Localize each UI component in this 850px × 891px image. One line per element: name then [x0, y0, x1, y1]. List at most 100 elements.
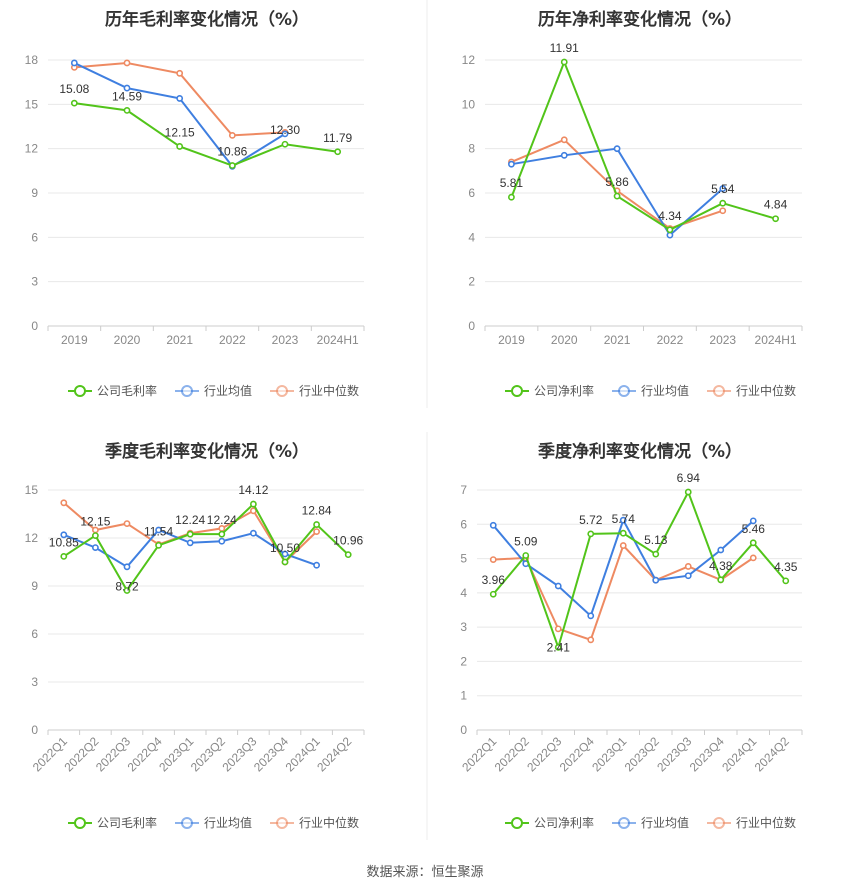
data-point	[508, 193, 515, 201]
data-point	[123, 106, 131, 114]
data-label: 5.54	[711, 182, 735, 196]
legend-label: 行业中位数	[299, 383, 359, 398]
data-label: 10.50	[270, 541, 300, 555]
data-point	[782, 577, 790, 585]
x-tick-label: 2022	[219, 333, 246, 347]
x-tick-label: 2022Q3	[524, 734, 564, 774]
x-tick-label: 2024H1	[317, 333, 359, 347]
data-point	[587, 530, 595, 538]
data-point	[123, 563, 131, 571]
data-label: 5.81	[500, 176, 524, 190]
data-source-note: 数据来源：恒生聚源	[366, 865, 483, 880]
legend-item-company[interactable]: 公司净利率	[505, 383, 594, 398]
data-label: 4.34	[658, 209, 682, 223]
legend-label: 行业均值	[641, 815, 689, 830]
data-label: 10.85	[49, 535, 79, 549]
annual-gross-margin-chart: 历年毛利率变化情况（%） 0 3 6 9 12 15 18 2019 2020 2021 2022 20…	[25, 9, 365, 398]
data-point	[176, 95, 184, 102]
legend-item-industry-median[interactable]: 行业中位数	[270, 383, 359, 398]
y-tick-label: 7	[460, 483, 467, 497]
data-point	[228, 131, 236, 139]
legend-swatch-marker	[181, 385, 193, 397]
y-tick-label: 6	[468, 186, 475, 200]
legend-item-company[interactable]: 公司毛利率	[68, 815, 157, 830]
data-label: 4.84	[764, 198, 788, 212]
data-label: 12.24	[207, 513, 237, 527]
y-tick-label: 5	[460, 552, 467, 566]
x-tick-label: 2022	[657, 333, 684, 347]
data-point	[719, 185, 727, 192]
series-line-company	[492, 489, 787, 651]
data-point	[554, 625, 562, 633]
legend-item-industry-median[interactable]: 行业中位数	[707, 815, 796, 830]
data-label: 12.84	[302, 504, 332, 518]
legend-item-industry-average[interactable]: 行业均值	[612, 383, 689, 398]
legend-label: 行业中位数	[736, 815, 796, 830]
data-point	[619, 516, 627, 524]
y-tick-label: 6	[460, 517, 467, 531]
y-tick-label: 1	[460, 689, 467, 703]
legend-swatch-marker	[181, 817, 193, 829]
data-label: 5.72	[579, 513, 603, 527]
series-line-company	[63, 502, 349, 593]
data-point	[613, 145, 621, 153]
data-label: 12.30	[270, 123, 300, 137]
x-tick-label: 2022Q4	[557, 734, 597, 774]
data-point	[508, 160, 515, 168]
y-tick-label: 2	[468, 275, 475, 289]
series-line-industry-average	[73, 62, 286, 168]
legend-item-industry-median[interactable]: 行业中位数	[707, 383, 796, 398]
y-tick-label: 6	[31, 627, 38, 641]
data-label: 6.94	[677, 471, 701, 485]
data-label: 5.74	[612, 512, 636, 526]
quarterly-net-margin-chart: 季度净利率变化情况（%）012345672022Q12022Q22022Q320…	[459, 441, 803, 830]
y-tick-label: 2	[460, 654, 467, 668]
data-label: 12.15	[80, 515, 110, 529]
legend-label: 公司毛利率	[97, 383, 157, 398]
data-point	[123, 84, 131, 92]
data-label: 11.79	[323, 131, 352, 145]
y-tick-label: 9	[31, 186, 38, 200]
legend-label: 行业中位数	[736, 383, 796, 398]
series-line-company	[510, 59, 776, 231]
data-point	[684, 488, 692, 496]
data-point	[92, 532, 99, 539]
data-point	[218, 537, 226, 545]
legend-swatch-marker	[618, 385, 630, 397]
y-tick-label: 0	[31, 319, 38, 333]
y-tick-label: 3	[31, 275, 38, 289]
data-point	[652, 576, 660, 584]
legend-item-company[interactable]: 公司毛利率	[68, 383, 157, 398]
chart-title: 季度毛利率变化情况（%）	[105, 441, 309, 462]
data-point	[176, 143, 184, 150]
legend-item-industry-average[interactable]: 行业均值	[175, 815, 252, 830]
data-point	[719, 207, 727, 215]
y-tick-label: 4	[468, 230, 475, 244]
legend-label: 公司净利率	[534, 383, 594, 398]
legend-swatch-marker	[74, 385, 86, 397]
y-tick-label: 9	[31, 579, 38, 593]
data-point	[123, 59, 131, 67]
data-point	[70, 59, 78, 67]
legend-swatch-marker	[276, 385, 288, 397]
legend-item-company[interactable]: 公司净利率	[505, 815, 594, 830]
data-point	[123, 587, 131, 594]
data-label: 11.91	[550, 41, 579, 55]
x-tick-label: 2021	[604, 333, 631, 347]
legend-swatch-marker	[618, 817, 630, 829]
legend-item-industry-median[interactable]: 行业中位数	[270, 815, 359, 830]
x-tick-label: 2024Q1	[719, 734, 759, 774]
data-point	[489, 590, 497, 598]
data-label: 2.41	[547, 640, 571, 654]
y-tick-label: 12	[462, 53, 476, 67]
data-label: 15.08	[59, 82, 89, 96]
data-point	[554, 582, 562, 590]
data-point	[281, 140, 289, 148]
y-tick-label: 4	[460, 586, 467, 600]
x-tick-label: 2020	[551, 333, 578, 347]
legend-item-industry-average[interactable]: 行业均值	[175, 383, 252, 398]
data-point	[522, 552, 530, 559]
legend-item-industry-average[interactable]: 行业均值	[612, 815, 689, 830]
chart-title: 历年毛利率变化情况（%）	[105, 9, 309, 30]
data-point	[249, 529, 257, 537]
